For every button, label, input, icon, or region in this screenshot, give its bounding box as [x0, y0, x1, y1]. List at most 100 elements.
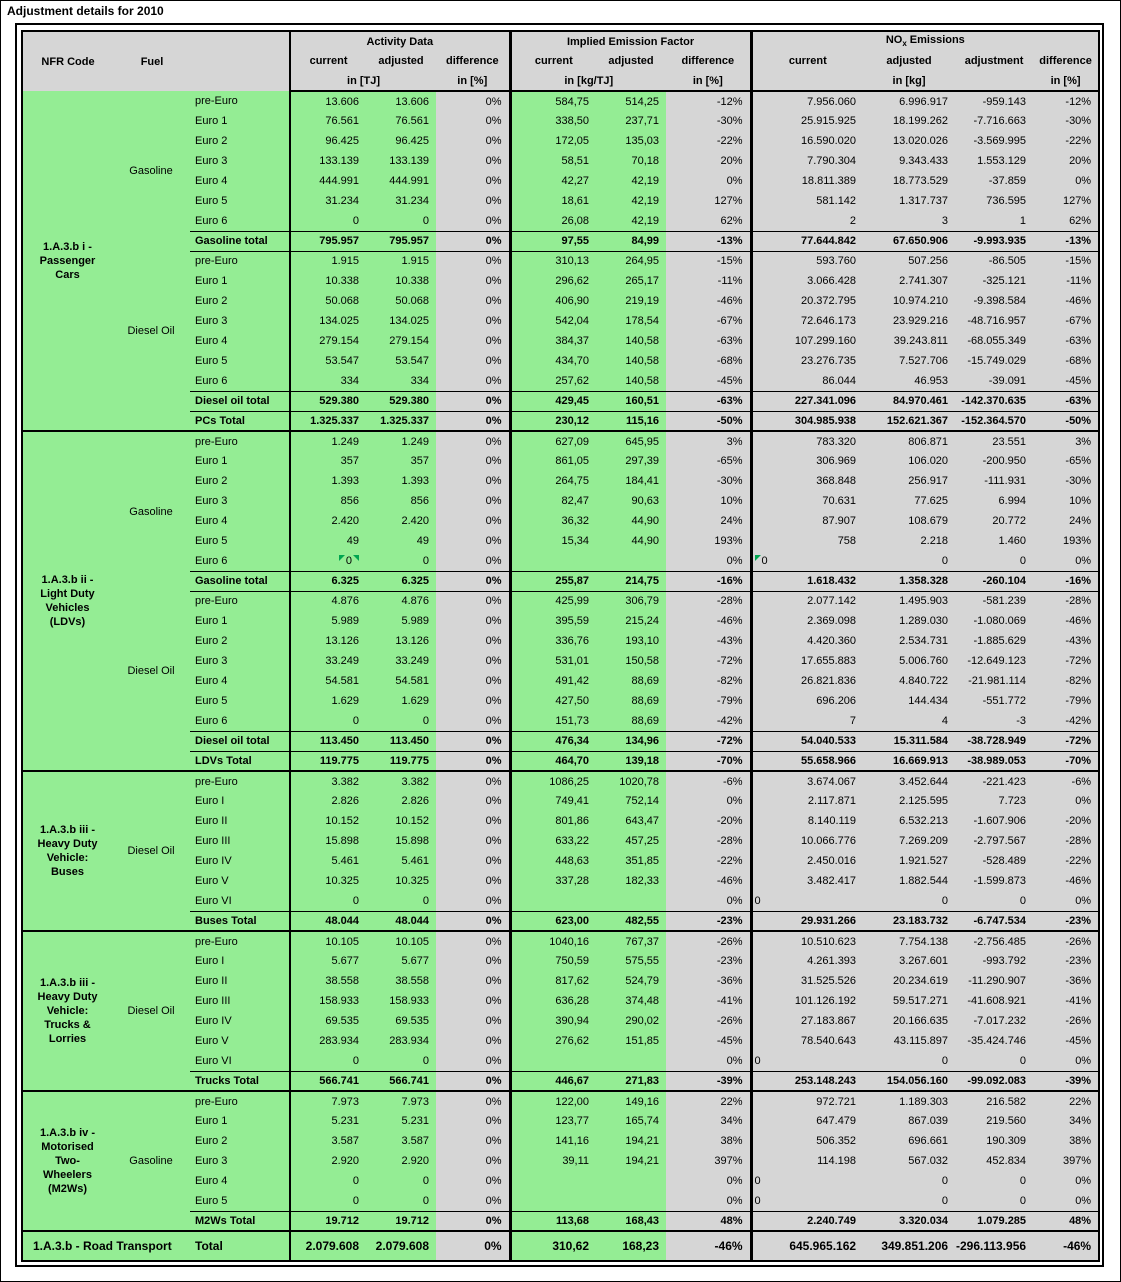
- cell-ief-difference[interactable]: -13%: [666, 230, 753, 252]
- cell-nox-difference[interactable]: -79%: [1033, 691, 1100, 711]
- cell-ief-difference[interactable]: 48%: [666, 1210, 753, 1232]
- section-code-cell[interactable]: 1.A.3.b ii - Light Duty Vehicles (LDVs): [22, 431, 112, 772]
- cell-nox-difference[interactable]: 34%: [1033, 1111, 1100, 1131]
- cell-category[interactable]: pre-Euro: [190, 1091, 292, 1111]
- cell-ief-adjusted[interactable]: 1020,78: [596, 771, 667, 791]
- cell-nox-adjusted[interactable]: 15.311.584: [863, 730, 956, 752]
- cell-ief-current[interactable]: 36,32: [510, 511, 597, 531]
- cell-nox-adjusted[interactable]: 23.929.216: [863, 311, 956, 331]
- cell-ad-current[interactable]: 10.338: [290, 271, 367, 291]
- cell-nox-current[interactable]: 304.985.938: [751, 410, 864, 432]
- cell-nox-difference[interactable]: -28%: [1033, 591, 1100, 611]
- cell-nox-adjusted[interactable]: 144.434: [863, 691, 956, 711]
- cell-ad-difference[interactable]: 0%: [436, 151, 512, 171]
- cell-ief-current[interactable]: 390,94: [510, 1011, 597, 1031]
- cell-ad-adjusted[interactable]: 0: [366, 1171, 437, 1191]
- cell-ad-current[interactable]: 19.712: [290, 1210, 367, 1232]
- cell-category[interactable]: Euro III: [190, 991, 292, 1011]
- cell-category[interactable]: LDVs Total: [190, 750, 292, 772]
- cell-ief-difference[interactable]: -43%: [666, 631, 753, 651]
- cell-ief-difference[interactable]: -70%: [666, 750, 753, 772]
- cell-nox-current[interactable]: 306.969: [751, 451, 864, 471]
- cell-ief-current[interactable]: 15,34: [510, 531, 597, 551]
- cell-category[interactable]: Euro 1: [190, 271, 292, 291]
- cell-nox-difference[interactable]: -70%: [1033, 750, 1100, 772]
- cell-ad-difference[interactable]: 0%: [436, 451, 512, 471]
- cell-ad-current[interactable]: 49: [290, 531, 367, 551]
- cell-ad-current[interactable]: 15.898: [290, 831, 367, 851]
- cell-nox-adjustment[interactable]: -9.398.584: [955, 291, 1034, 311]
- fuel-cell[interactable]: Diesel Oil: [112, 931, 190, 1092]
- cell-nox-difference[interactable]: -16%: [1033, 570, 1100, 592]
- cell-ad-adjusted[interactable]: 0: [366, 211, 437, 231]
- cell-nox-adjusted[interactable]: 108.679: [863, 511, 956, 531]
- cell-ad-difference[interactable]: 0%: [436, 691, 512, 711]
- cell-nox-difference[interactable]: 0%: [1033, 1191, 1100, 1211]
- cell-category[interactable]: Euro 2: [190, 471, 292, 491]
- cell-nox-current[interactable]: 2.077.142: [751, 591, 864, 611]
- cell-ief-difference[interactable]: -45%: [666, 371, 753, 391]
- cell-ad-adjusted[interactable]: 2.826: [366, 791, 437, 811]
- cell-nox-adjustment[interactable]: -7.716.663: [955, 111, 1034, 131]
- cell-ad-difference[interactable]: 0%: [436, 1031, 512, 1051]
- cell-nox-adjusted[interactable]: 2.741.307: [863, 271, 956, 291]
- cell-nox-current[interactable]: 2: [751, 211, 864, 231]
- cell-nox-difference[interactable]: -45%: [1033, 371, 1100, 391]
- cell-category[interactable]: Euro 3: [190, 491, 292, 511]
- cell-ief-current[interactable]: 18,61: [510, 191, 597, 211]
- cell-nox-adjustment[interactable]: 0: [955, 1191, 1034, 1211]
- cell-ief-current[interactable]: 446,67: [510, 1070, 597, 1092]
- cell-ief-current[interactable]: 257,62: [510, 371, 597, 391]
- cell-ief-current[interactable]: 82,47: [510, 491, 597, 511]
- cell-ief-difference[interactable]: 34%: [666, 1111, 753, 1131]
- cell-nox-difference[interactable]: -11%: [1033, 271, 1100, 291]
- cell-ad-difference[interactable]: 0%: [436, 1011, 512, 1031]
- cell-nox-adjusted[interactable]: 0: [863, 1051, 956, 1071]
- cell-category[interactable]: Euro VI: [190, 891, 292, 911]
- cell-ief-current[interactable]: 434,70: [510, 351, 597, 371]
- cell-ief-adjusted[interactable]: [596, 1191, 667, 1211]
- cell-nox-adjusted[interactable]: 18.773.529: [863, 171, 956, 191]
- cell-ief-difference[interactable]: -28%: [666, 831, 753, 851]
- cell-nox-adjustment[interactable]: -38.989.053: [955, 750, 1034, 772]
- cell-nox-adjustment[interactable]: -3.569.995: [955, 131, 1034, 151]
- cell-ad-current[interactable]: 6.325: [290, 570, 367, 592]
- cell-ief-adjusted[interactable]: 90,63: [596, 491, 667, 511]
- cell-ad-current[interactable]: 334: [290, 371, 367, 391]
- cell-ief-current[interactable]: 627,09: [510, 431, 597, 451]
- cell-nox-adjusted[interactable]: 23.183.732: [863, 910, 956, 932]
- cell-ad-current[interactable]: 856: [290, 491, 367, 511]
- cell-ief-difference[interactable]: -28%: [666, 591, 753, 611]
- cell-nox-adjustment[interactable]: 216.582: [955, 1091, 1034, 1111]
- cell-category[interactable]: Euro 2: [190, 631, 292, 651]
- cell-ad-difference[interactable]: 0%: [436, 991, 512, 1011]
- cell-nox-current[interactable]: 20.372.795: [751, 291, 864, 311]
- cell-ad-current[interactable]: 53.547: [290, 351, 367, 371]
- cell-category[interactable]: Euro IV: [190, 851, 292, 871]
- cell-nox-adjustment[interactable]: 1: [955, 211, 1034, 231]
- cell-nox-adjustment[interactable]: -142.370.635: [955, 390, 1034, 412]
- cell-ad-difference[interactable]: 0%: [436, 651, 512, 671]
- cell-ief-difference[interactable]: -45%: [666, 1031, 753, 1051]
- cell-nox-adjusted[interactable]: 43.115.897: [863, 1031, 956, 1051]
- cell-nox-adjustment[interactable]: -200.950: [955, 451, 1034, 471]
- cell-ad-difference[interactable]: 0%: [436, 1091, 512, 1111]
- cell-ad-current[interactable]: 566.741: [290, 1070, 367, 1092]
- cell-ief-difference[interactable]: -82%: [666, 671, 753, 691]
- cell-nox-difference[interactable]: -72%: [1033, 730, 1100, 752]
- cell-ief-difference[interactable]: 24%: [666, 511, 753, 531]
- cell-nox-difference[interactable]: 0%: [1033, 171, 1100, 191]
- cell-ad-adjusted[interactable]: 0: [366, 891, 437, 911]
- cell-ief-difference[interactable]: -20%: [666, 811, 753, 831]
- cell-category[interactable]: Euro 4: [190, 511, 292, 531]
- cell-nox-current[interactable]: 2.240.749: [751, 1210, 864, 1232]
- cell-ad-difference[interactable]: 0%: [436, 331, 512, 351]
- cell-ief-adjusted[interactable]: 140,58: [596, 331, 667, 351]
- cell-ad-adjusted[interactable]: 49: [366, 531, 437, 551]
- cell-nox-adjustment[interactable]: 452.834: [955, 1151, 1034, 1171]
- cell-nox-adjustment[interactable]: -9.993.935: [955, 230, 1034, 252]
- cell-ad-current[interactable]: 529.380: [290, 390, 367, 412]
- cell-category[interactable]: Gasoline total: [190, 230, 292, 252]
- cell-ad-current[interactable]: 3.382: [290, 771, 367, 791]
- cell-ief-current[interactable]: 39,11: [510, 1151, 597, 1171]
